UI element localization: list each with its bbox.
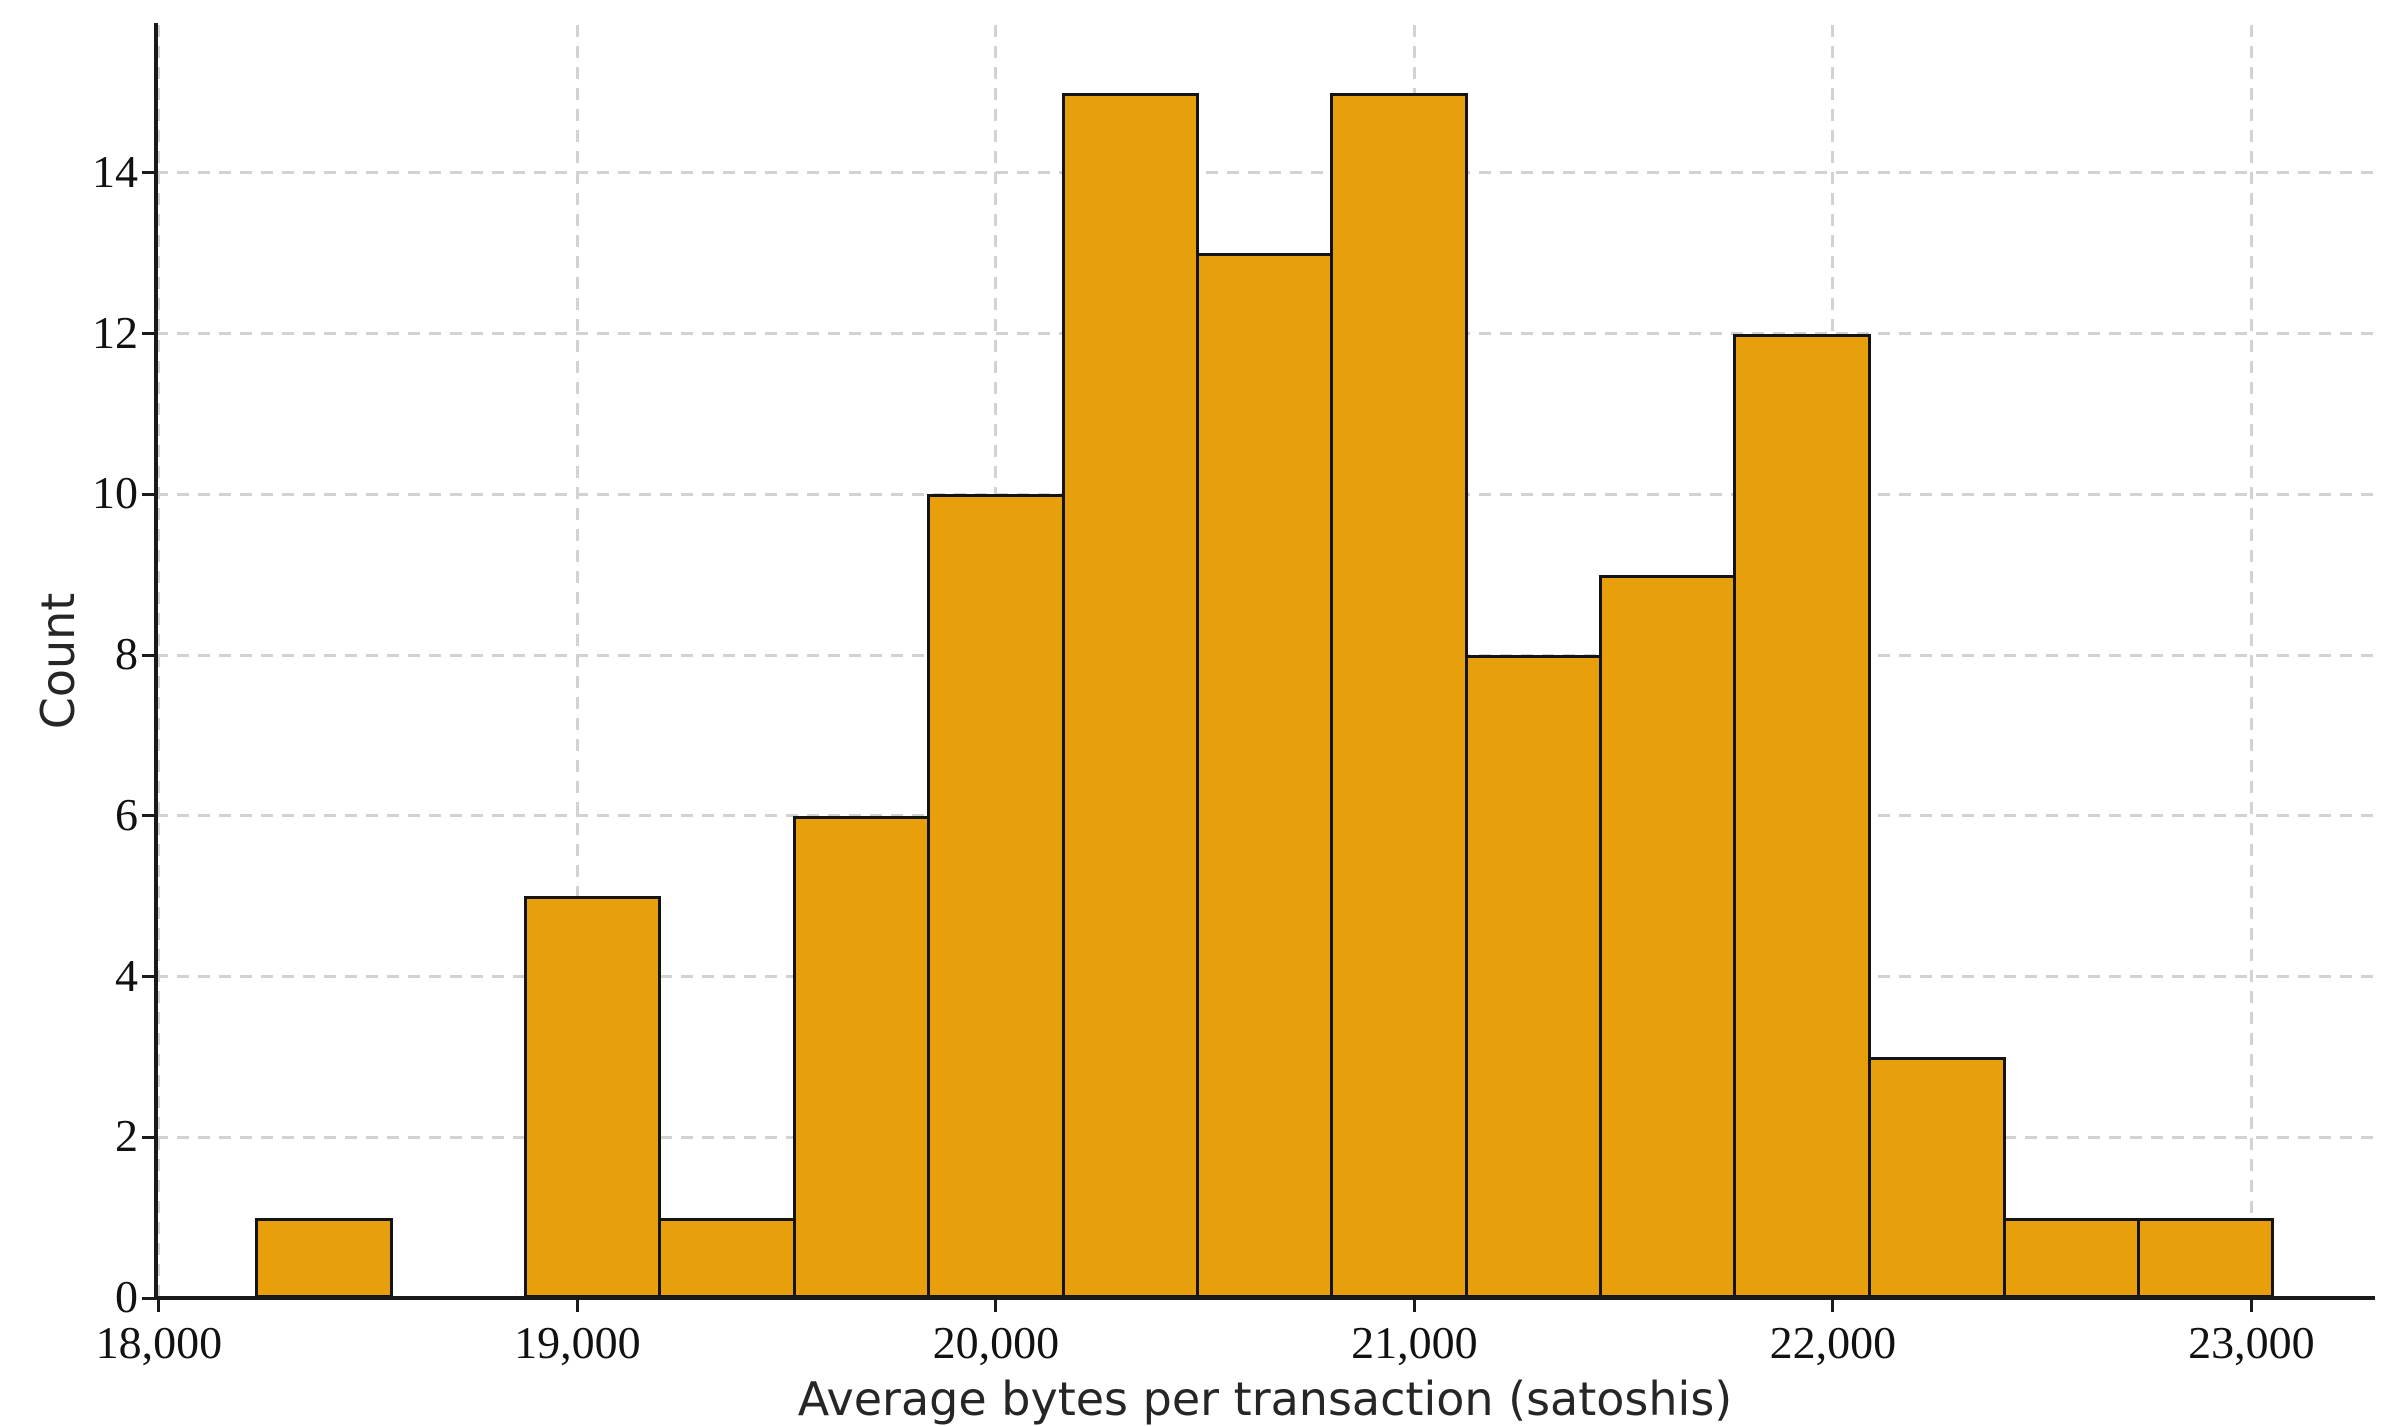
y-tick-label-10: 10 xyxy=(92,467,138,519)
y-tick-mark-10 xyxy=(142,492,154,496)
y-tick-label-6: 6 xyxy=(115,788,138,840)
gridline-x-23000 xyxy=(2249,25,2253,1298)
x-tick-mark-23000 xyxy=(2249,1300,2253,1312)
y-tick-mark-2 xyxy=(142,1135,154,1139)
histogram-bar-10 xyxy=(1599,574,1737,1298)
x-tick-label-18000: 18,000 xyxy=(95,1317,223,1368)
y-tick-mark-8 xyxy=(142,653,154,657)
histogram-bar-4 xyxy=(792,815,931,1298)
histogram-bar-0 xyxy=(255,1217,393,1298)
y-tick-label-12: 12 xyxy=(92,306,138,358)
histogram-bar-9 xyxy=(1464,655,1603,1298)
histogram-bar-2 xyxy=(524,896,662,1298)
histogram-bar-14 xyxy=(2136,1217,2275,1298)
x-tick-mark-22000 xyxy=(1831,1300,1835,1312)
gridline-x-19000 xyxy=(575,25,579,1298)
y-tick-label-0: 0 xyxy=(115,1271,138,1322)
histogram-bar-8 xyxy=(1330,92,1468,1298)
histogram-bar-11 xyxy=(1733,333,1871,1298)
histogram-bar-3 xyxy=(658,1217,796,1298)
x-tick-label-20000: 20,000 xyxy=(932,1317,1060,1368)
gridline-y-14 xyxy=(156,171,2374,175)
y-axis-spine xyxy=(154,23,158,1300)
x-tick-label-23000: 23,000 xyxy=(2188,1317,2315,1368)
x-tick-mark-18000 xyxy=(157,1300,161,1312)
y-tick-mark-4 xyxy=(142,975,154,979)
y-tick-label-4: 4 xyxy=(115,949,138,1001)
x-axis-title: Average bytes per transaction (satoshis) xyxy=(797,1372,1733,1426)
y-tick-label-14: 14 xyxy=(92,145,138,197)
histogram-bar-12 xyxy=(1867,1056,2006,1298)
y-tick-label-2: 2 xyxy=(115,1110,138,1162)
x-tick-label-21000: 21,000 xyxy=(1351,1317,1478,1368)
histogram-bar-7 xyxy=(1196,253,1334,1298)
y-tick-label-8: 8 xyxy=(115,628,138,680)
y-tick-mark-12 xyxy=(142,332,154,336)
x-tick-label-19000: 19,000 xyxy=(514,1317,641,1368)
x-tick-mark-21000 xyxy=(1412,1300,1416,1312)
x-axis-spine xyxy=(154,1296,2375,1300)
y-tick-mark-0 xyxy=(142,1296,154,1300)
y-tick-mark-14 xyxy=(142,171,154,175)
y-tick-mark-6 xyxy=(142,814,154,818)
plot-area xyxy=(156,25,2374,1298)
histogram-bar-13 xyxy=(2002,1217,2140,1298)
x-tick-mark-20000 xyxy=(994,1300,998,1312)
x-tick-mark-19000 xyxy=(575,1300,579,1312)
x-tick-label-22000: 22,000 xyxy=(1769,1317,1897,1368)
histogram-bar-5 xyxy=(927,494,1065,1298)
gridline-x-18000 xyxy=(157,25,161,1298)
histogram-bar-6 xyxy=(1061,92,1200,1298)
